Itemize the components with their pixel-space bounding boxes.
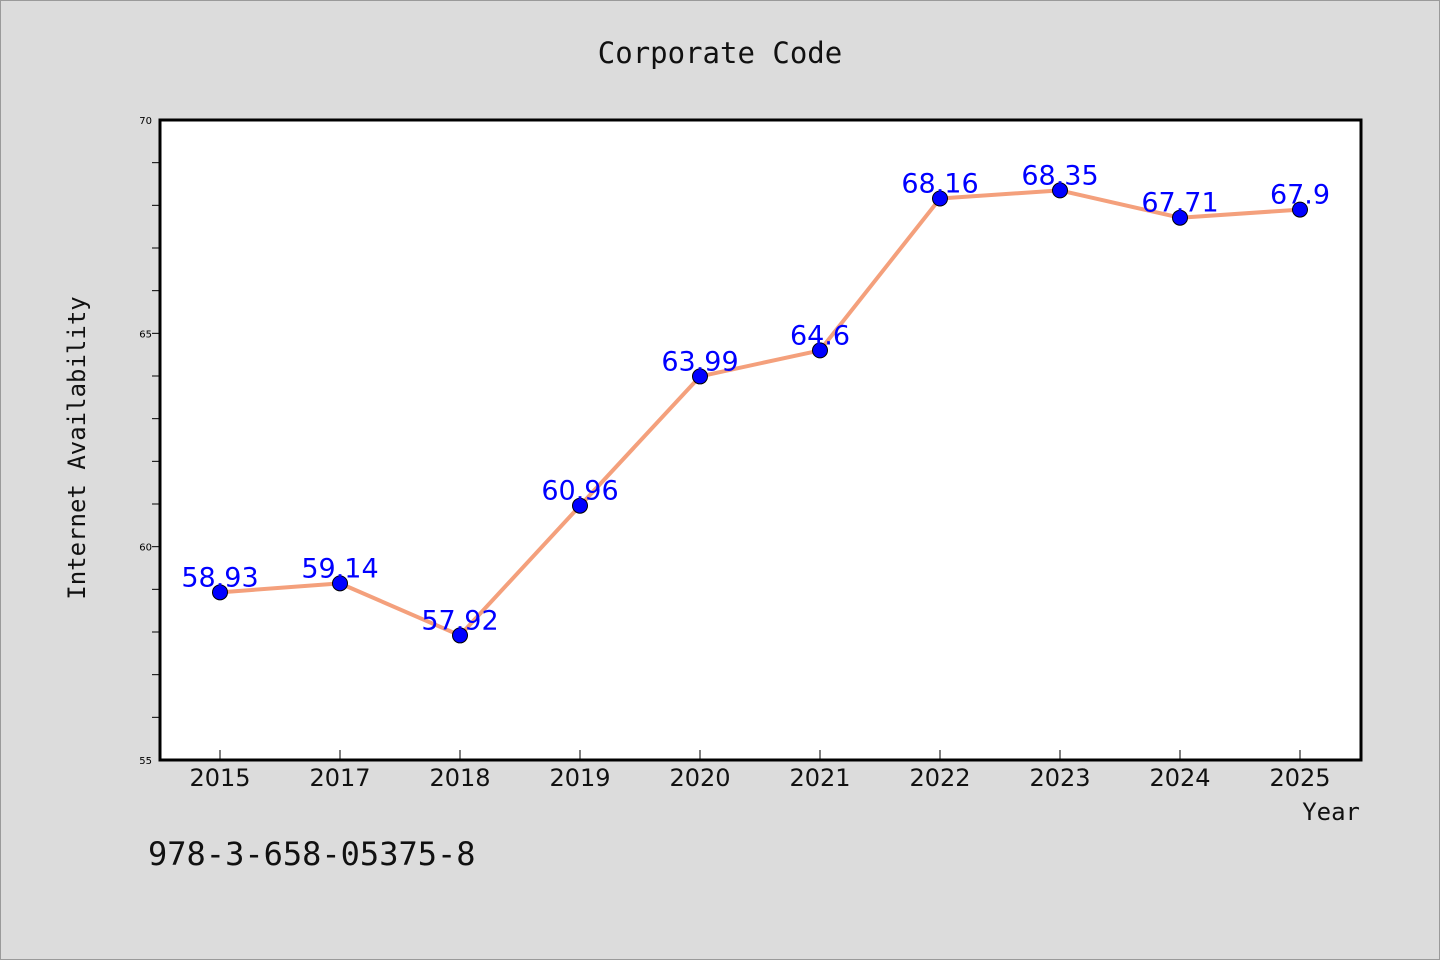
data-point-marker <box>1292 201 1308 218</box>
plot-frame <box>158 118 1363 762</box>
data-label: 63.99 <box>661 346 738 377</box>
x-tick-label: 2018 <box>429 764 490 792</box>
x-tick-label: 2024 <box>1149 764 1210 792</box>
data-point-marker <box>212 584 228 601</box>
data-label: 58.93 <box>181 562 258 593</box>
series-line <box>218 188 1302 638</box>
data-label: 68.35 <box>1021 160 1098 191</box>
plot-area <box>160 120 1361 760</box>
x-tick-label: 2020 <box>669 764 730 792</box>
x-tick-label: 2023 <box>1029 764 1090 792</box>
data-point-marker <box>932 190 948 207</box>
data-point-marker <box>1052 182 1068 199</box>
y-tick-label: 60 <box>139 543 152 554</box>
series-group: 58.93 59.14 57.92 60.96 63.99 64.6 68.16 68.35 6… <box>181 160 1330 644</box>
chart-title: Corporate Code <box>598 36 842 70</box>
x-axis-label: Year <box>1302 798 1360 826</box>
y-axis-label: Internet Availability <box>63 296 91 599</box>
x-axis-ticks: 2015 2017 2018 2019 2020 2021 2022 2023 2024 2025 <box>189 750 1331 792</box>
x-tick-label: 2021 <box>789 764 850 792</box>
data-point-marker <box>452 627 468 644</box>
data-label: 67.71 <box>1141 188 1218 219</box>
y-tick-label: 55 <box>139 756 152 767</box>
data-label: 67.9 <box>1270 180 1330 211</box>
data-label: 64.6 <box>790 320 850 351</box>
x-tick-label: 2015 <box>189 764 250 792</box>
data-point-marker <box>1172 209 1188 226</box>
x-tick-label: 2025 <box>1269 764 1330 792</box>
data-point-marker <box>572 497 588 514</box>
x-tick-label: 2022 <box>909 764 970 792</box>
y-tick-label: 70 <box>139 116 152 127</box>
isbn-annotation: 978-3-658-05375-8 <box>148 835 476 873</box>
data-point-marker <box>692 368 708 385</box>
data-label: 59.14 <box>301 553 378 584</box>
data-label: 57.92 <box>421 605 498 636</box>
x-tick-label: 2017 <box>309 764 370 792</box>
data-point-marker <box>812 342 828 359</box>
data-point-marker <box>332 575 348 592</box>
x-tick-label: 2019 <box>549 764 610 792</box>
y-tick-label: 65 <box>139 329 152 340</box>
data-label: 68.16 <box>901 169 978 200</box>
data-label: 60.96 <box>541 476 618 507</box>
